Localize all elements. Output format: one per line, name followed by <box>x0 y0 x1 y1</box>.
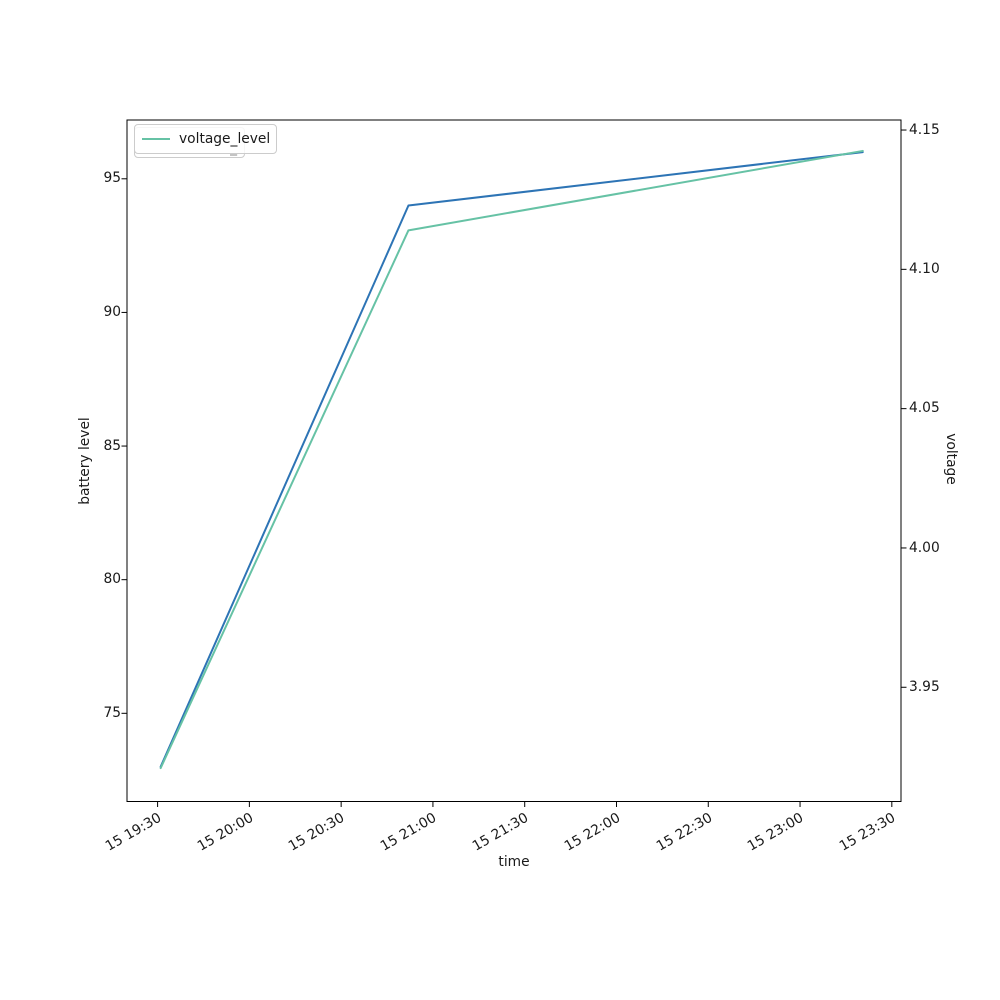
left-y-axis-label: battery level <box>77 417 93 505</box>
y-right-tick-label: 3.95 <box>909 678 940 695</box>
y-right-tick-label: 4.10 <box>909 261 940 278</box>
x-axis-label: time <box>498 854 530 870</box>
y-left-tick-label: 75 <box>103 705 121 721</box>
legend-label: voltage_level <box>179 131 271 147</box>
y-left-tick-label: 85 <box>103 437 121 454</box>
axes-spines <box>126 119 902 802</box>
legend: voltage_level <box>134 124 277 154</box>
y-right-tick-label: 4.15 <box>909 121 940 138</box>
battery-level-line <box>159 151 864 768</box>
y-left-tick-label: 95 <box>103 170 121 187</box>
y-right-tick-label: 4.00 <box>909 539 940 556</box>
y-left-tick-label: 80 <box>103 571 121 588</box>
voltage-level-line <box>159 149 864 770</box>
legend-color-sample <box>142 138 170 140</box>
y-left-tick-label: 90 <box>103 304 121 321</box>
y-right-tick-label: 4.05 <box>909 400 940 417</box>
right-y-axis-label: voltage <box>943 433 959 485</box>
